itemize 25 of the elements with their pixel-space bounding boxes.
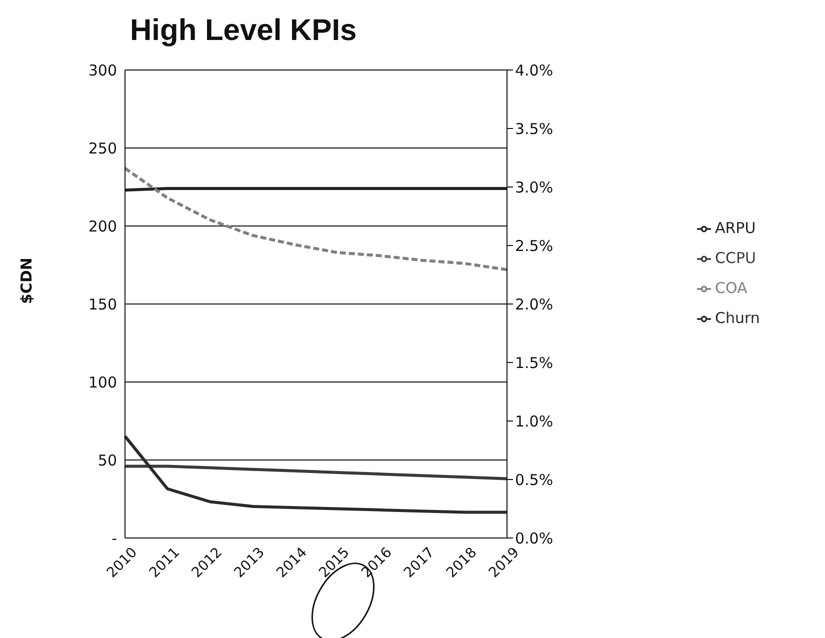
y2-tick-label: 1.0%: [515, 412, 554, 430]
y2-tick-label: 2.0%: [515, 295, 554, 314]
line-series: [124, 166, 508, 272]
legend-label: CCPU: [715, 249, 756, 267]
y2-tick-label: 0.0%: [515, 529, 554, 548]
y2-tick-label: 4.0%: [515, 61, 554, 80]
y-tick-label: 50: [98, 451, 117, 470]
y2-tick-label: 3.0%: [515, 178, 554, 196]
y-tick-label: 300: [88, 61, 117, 80]
legend-label: ARPU: [715, 219, 756, 237]
y2-tick-label: 1.5%: [515, 354, 554, 372]
y2-tick-label: 0.5%: [515, 470, 554, 489]
y-tick-label: 100: [88, 373, 117, 392]
chart-title: High Level KPIs: [130, 14, 357, 48]
y-tick-label: 200: [88, 217, 117, 236]
line-series: [124, 434, 508, 514]
y2-tick-label: 3.5%: [515, 120, 554, 138]
y-tick-label: 150: [88, 295, 117, 314]
y2-tick-label: 2.5%: [515, 236, 554, 255]
y-tick-label: -: [112, 529, 117, 548]
y-tick-label: 250: [88, 139, 117, 158]
line-series: [124, 464, 508, 480]
legend-label: Churn: [715, 309, 760, 327]
y-axis-title: $CDN: [17, 258, 36, 304]
legend-label: COA: [715, 279, 748, 297]
